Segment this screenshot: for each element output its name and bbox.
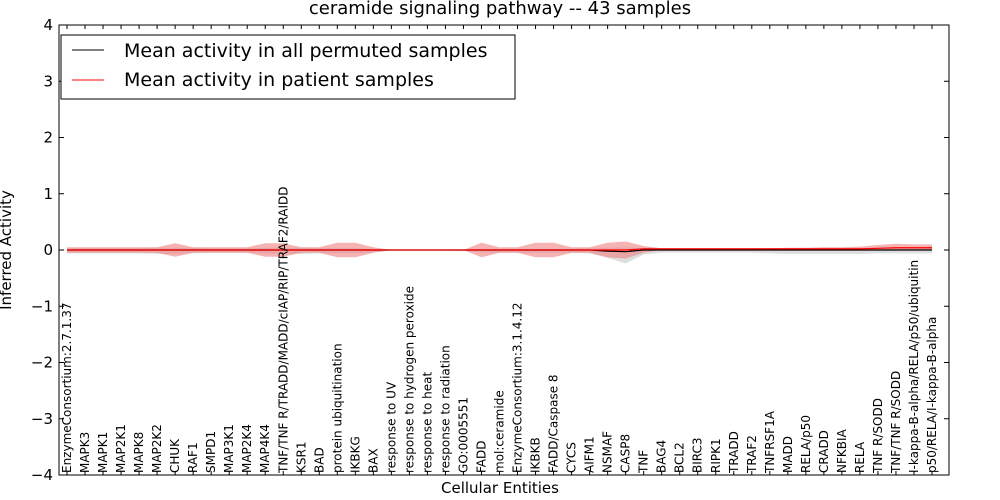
- y-tick-label: 3: [43, 72, 53, 90]
- x-tick-label: KSR1: [294, 442, 308, 473]
- x-tick-label: BAD: [312, 447, 326, 473]
- x-tick-label: MAPK8: [132, 432, 146, 473]
- x-tick-label: CRADD: [817, 430, 831, 473]
- x-tick-label: GO:0005551: [456, 397, 470, 473]
- x-tick-label: MAP2K1: [114, 424, 128, 473]
- y-tick-label: −3: [31, 410, 53, 428]
- x-tick-label: TRADD: [727, 431, 741, 474]
- x-tick-label: NSMAF: [601, 431, 615, 473]
- x-tick-label: TNF R/SODD: [871, 398, 885, 474]
- legend-label-permuted: Mean activity in all permuted samples: [124, 40, 487, 62]
- x-tick-label: MAP4K4: [258, 424, 272, 473]
- x-axis-label: Cellular Entities: [441, 479, 559, 497]
- x-tick-label: MAP2K4: [240, 424, 254, 473]
- x-tick-label: AIFM1: [583, 436, 597, 473]
- x-tick-label: NFKBIA: [835, 428, 849, 473]
- x-tick-label: RAF1: [186, 442, 200, 473]
- x-tick-label: MAP3K1: [222, 424, 236, 473]
- x-tick-label: RELA: [853, 441, 867, 473]
- x-tick-label: RIPK1: [709, 438, 723, 473]
- x-tick-label: BCL2: [673, 442, 687, 473]
- y-tick-label: 1: [43, 185, 53, 203]
- y-tick-label: 2: [43, 129, 53, 147]
- x-tick-label: TNF/TNF R/TRADD/MADD/cIAP/RIP/TRAF2/RAID…: [276, 187, 290, 475]
- legend-label-patient: Mean activity in patient samples: [124, 69, 434, 91]
- x-tick-label: I-kappa-B-alpha/RELA/p50/ubiquitin: [907, 260, 921, 473]
- x-tick-label: MADD: [781, 436, 795, 473]
- x-axis-ticks: EnzymeConsortium:2.7.1.37 MAPK3 MAPK1 MAP2K…: [60, 25, 939, 475]
- x-tick-label: FADD: [474, 441, 488, 474]
- x-tick-label: CHUK: [168, 438, 182, 473]
- y-axis-ticks: −4 −3 −2 −1 0 1 2 3 4: [31, 16, 949, 484]
- legend: Mean activity in all permuted samples Me…: [60, 34, 516, 100]
- x-tick-label: response to heat: [420, 371, 434, 473]
- x-tick-label: BAX: [366, 448, 380, 473]
- x-tick-label: BAG4: [655, 440, 669, 473]
- x-tick-label: protein ubiquitination: [330, 343, 344, 473]
- y-axis-label: Inferred Activity: [0, 190, 15, 310]
- x-tick-label: BIRC3: [691, 437, 705, 473]
- chart-title: ceramide signaling pathway -- 43 samples: [309, 0, 691, 19]
- x-tick-label: MAPK3: [78, 432, 92, 473]
- x-tick-label: TNF: [637, 450, 651, 474]
- patient-mean-line: [67, 247, 932, 251]
- x-tick-label: SMPD1: [204, 431, 218, 473]
- x-tick-label: FADD/Caspase 8: [547, 374, 561, 473]
- x-tick-label: response to hydrogen peroxide: [402, 286, 416, 473]
- x-tick-label: IKBKG: [348, 436, 362, 473]
- x-tick-label: TNF/TNF R/SODD: [889, 371, 903, 474]
- x-tick-label: MAPK1: [96, 432, 110, 473]
- x-tick-label: response to radiation: [438, 345, 452, 473]
- x-tick-label: IKBKB: [529, 437, 543, 473]
- x-tick-label: EnzymeConsortium:2.7.1.37: [60, 302, 74, 473]
- y-tick-label: −1: [31, 297, 53, 315]
- legend-box: [60, 34, 516, 100]
- series-lines: [67, 247, 932, 253]
- x-tick-label: p50/RELA/I-kappa-B-alpha: [925, 317, 939, 473]
- y-tick-label: 0: [43, 241, 53, 259]
- x-tick-label: MAP2K2: [150, 424, 164, 473]
- x-tick-label: EnzymeConsortium:3.1.4.12: [511, 302, 525, 473]
- y-tick-label: −4: [31, 466, 53, 484]
- x-tick-label: response to UV: [384, 381, 398, 473]
- x-tick-label: TNFRSF1A: [763, 410, 777, 474]
- x-tick-label: CYCS: [565, 442, 579, 473]
- x-tick-label: CASP8: [619, 434, 633, 473]
- y-tick-label: −2: [31, 354, 53, 372]
- x-tick-label: RELA/p50: [799, 415, 813, 473]
- x-tick-label: TRAF2: [745, 435, 759, 474]
- y-tick-label: 4: [43, 16, 53, 34]
- x-tick-label: mol:ceramide: [493, 390, 507, 473]
- plot-frame: [58, 24, 950, 476]
